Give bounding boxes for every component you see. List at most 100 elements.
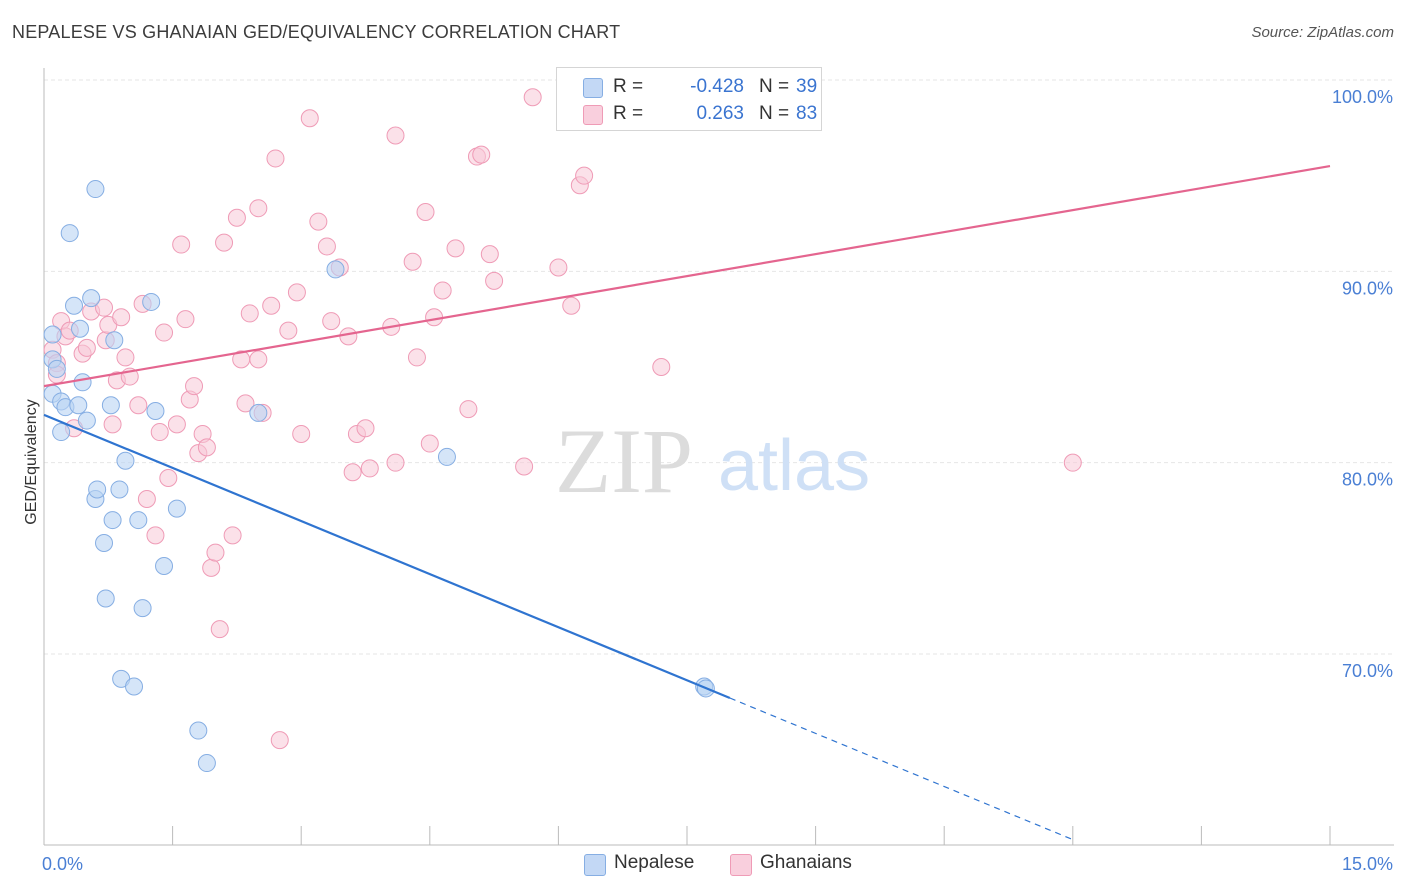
ghanaians-point xyxy=(420,434,439,453)
nepalese-point xyxy=(71,319,90,338)
nepalese-point xyxy=(155,556,174,575)
nepalese-points xyxy=(43,180,715,773)
source-label: Source: ZipAtlas.com xyxy=(1251,24,1394,41)
y-axis-label: GED/Equivalency xyxy=(23,399,40,524)
nepalese-point xyxy=(96,589,115,608)
ghanaians-point xyxy=(523,88,542,107)
nepalese-point xyxy=(101,396,120,415)
n-value: 39 xyxy=(796,76,818,97)
ghanaians-point xyxy=(309,212,328,231)
nepalese-point xyxy=(95,534,114,553)
nepalese-point xyxy=(142,292,161,311)
ghanaians-point xyxy=(386,126,405,145)
y-tick-label: 100.0% xyxy=(1332,87,1393,107)
ghanaians-point xyxy=(287,283,306,302)
y-tick-label: 70.0% xyxy=(1342,661,1393,681)
y-tick-label: 90.0% xyxy=(1342,278,1393,298)
ghanaians-point xyxy=(459,400,478,419)
ghanaians-point xyxy=(167,415,186,434)
nepalese-point xyxy=(189,721,208,740)
ghanaians-point xyxy=(356,419,375,438)
n-value: 83 xyxy=(796,103,818,124)
nepalese-legend-swatch xyxy=(584,854,606,876)
ghanaians-point xyxy=(236,394,255,413)
ghanaians-point xyxy=(172,235,191,254)
ghanaians-point xyxy=(103,415,122,434)
nepalese-point xyxy=(86,180,105,199)
ghanaians-point xyxy=(480,245,499,264)
nepalese-point xyxy=(326,260,345,279)
ghanaians-point xyxy=(116,348,135,367)
nepalese-point xyxy=(52,423,71,442)
ghanaians-point xyxy=(433,281,452,300)
ghanaians-point xyxy=(425,308,444,327)
ghanaians-point xyxy=(249,199,268,218)
ghanaians-point xyxy=(403,252,422,271)
nepalese-point xyxy=(249,403,268,422)
ghanaians-point xyxy=(292,424,311,443)
ghanaians-point xyxy=(95,298,114,317)
ghanaians-point xyxy=(202,558,221,577)
ghanaians-point xyxy=(279,321,298,340)
ghanaians-point xyxy=(185,377,204,396)
ghanaians-point xyxy=(227,208,246,227)
nepalese-point xyxy=(43,325,62,344)
ghanaians-trend-line xyxy=(43,165,1331,388)
ghanaians-point xyxy=(137,490,156,509)
ghanaians-point xyxy=(575,166,594,185)
ghanaians-point xyxy=(223,526,242,545)
ghanaians-point xyxy=(549,258,568,277)
nepalese-legend-label: Nepalese xyxy=(614,852,695,873)
r-label: R = xyxy=(613,103,644,124)
ghanaians-point xyxy=(159,468,178,487)
x-tick-label-max: 15.0% xyxy=(1342,854,1393,874)
ghanaians-point xyxy=(112,308,131,327)
ghanaians-legend-swatch xyxy=(730,854,752,876)
nepalese-point xyxy=(73,373,92,392)
ghanaians-point xyxy=(485,271,504,290)
nepalese-point xyxy=(69,396,88,415)
ghanaians-point xyxy=(343,463,362,482)
ghanaians-point xyxy=(317,237,336,256)
ghanaians-point xyxy=(240,304,259,323)
ghanaians-point xyxy=(210,620,229,639)
trend-lines xyxy=(43,165,1331,841)
nepalese-point xyxy=(437,447,456,466)
nepalese-swatch xyxy=(583,78,603,98)
x-tick-label-min: 0.0% xyxy=(42,854,83,874)
ghanaians-point xyxy=(77,338,96,357)
nepalese-trend-extension xyxy=(729,697,1074,841)
ghanaians-point xyxy=(386,453,405,472)
ghanaians-point xyxy=(129,396,148,415)
ghanaians-point xyxy=(249,350,268,369)
ghanaians-point xyxy=(322,312,341,331)
nepalese-point xyxy=(60,224,79,243)
ghanaians-point xyxy=(266,149,285,168)
nepalese-point xyxy=(88,480,107,499)
ghanaians-point xyxy=(360,459,379,478)
ghanaians-point xyxy=(206,543,225,562)
watermark-zip: ZIP xyxy=(555,410,693,512)
ghanaians-point xyxy=(300,109,319,128)
nepalese-point xyxy=(110,480,129,499)
grid-lines xyxy=(44,79,1394,655)
ghanaians-legend-label: Ghanaians xyxy=(760,852,852,873)
nepalese-point xyxy=(167,499,186,518)
r-value: -0.428 xyxy=(690,76,744,97)
nepalese-point xyxy=(116,451,135,470)
n-label: N = xyxy=(759,103,790,124)
nepalese-point xyxy=(47,359,66,378)
y-tick-labels: 70.0% 80.0% 90.0% 100.0% xyxy=(1332,87,1393,681)
n-label: N = xyxy=(759,76,790,97)
ghanaians-point xyxy=(176,310,195,329)
r-label: R = xyxy=(613,76,644,97)
nepalese-point xyxy=(197,754,216,773)
nepalese-point xyxy=(125,677,144,696)
correlation-legend: R = -0.428 N = 39 R = 0.263 N = 83 xyxy=(556,67,822,131)
ghanaians-point xyxy=(652,358,671,376)
y-tick-label: 80.0% xyxy=(1342,470,1393,490)
nepalese-point xyxy=(133,599,152,618)
nepalese-trend-line xyxy=(43,413,731,700)
watermark: ZIP atlas xyxy=(555,410,870,512)
